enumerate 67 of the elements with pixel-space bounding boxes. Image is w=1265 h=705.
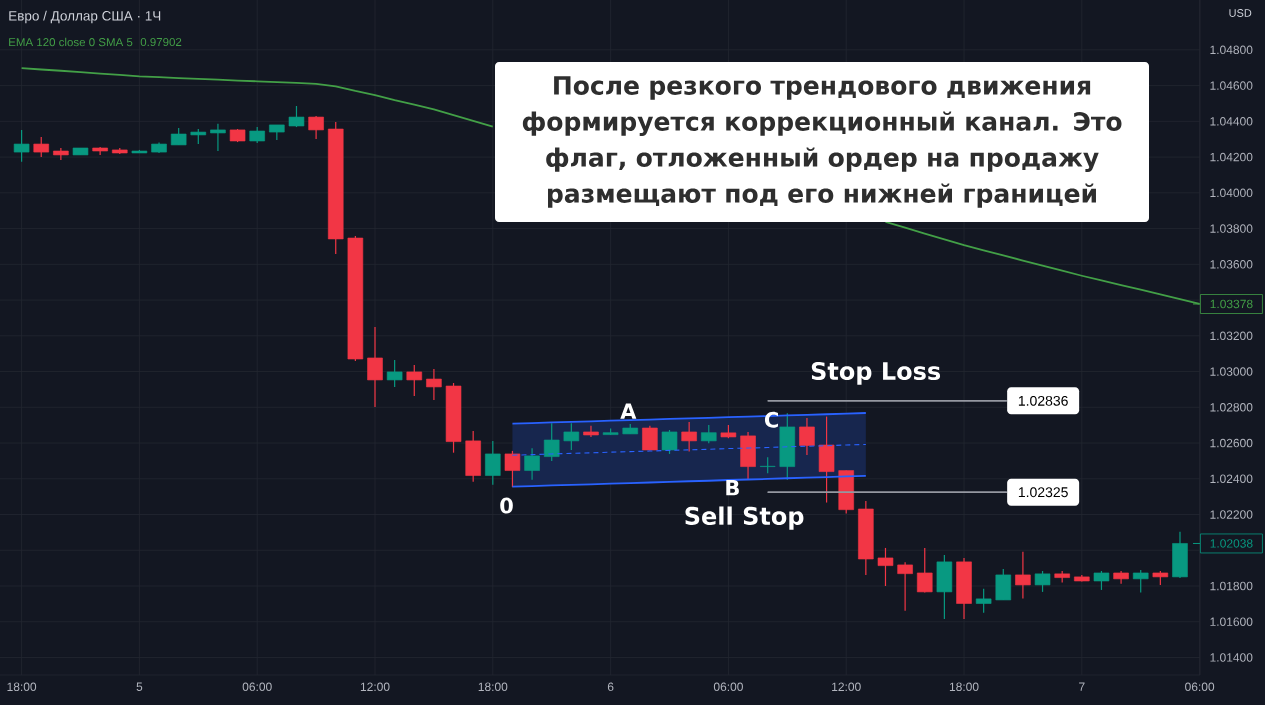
candlestick <box>1015 551 1031 600</box>
candlestick <box>386 359 403 388</box>
candlestick <box>406 364 423 397</box>
candlestick <box>681 421 697 453</box>
text: 1.02038 <box>1210 539 1253 548</box>
y-tick-label: 1.03000 <box>1210 367 1253 376</box>
y-tick-label: 1.01800 <box>1210 581 1253 591</box>
candlestick <box>661 429 678 455</box>
candlestick <box>524 447 540 481</box>
candlestick <box>877 547 894 587</box>
text: USD <box>1229 9 1252 17</box>
x-tick-label: 7 <box>1079 682 1085 691</box>
ref-line-label: 1.02325 <box>1018 487 1068 498</box>
y-tick-label: 1.04200 <box>1210 152 1253 162</box>
candlestick <box>543 422 560 462</box>
text: Евро / Доллар США · 1Ч <box>9 10 161 24</box>
y-tick-label: 1.02200 <box>1210 510 1253 519</box>
x-tick-label: 06:00 <box>713 682 743 692</box>
x-tick-label: 18:00 <box>478 682 508 692</box>
x-tick-label: 12:00 <box>832 682 861 692</box>
candlestick <box>975 588 992 614</box>
x-tick-label: 18:00 <box>949 682 979 692</box>
candlestick <box>897 561 913 612</box>
y-tick-label: 1.04600 <box>1210 81 1253 90</box>
candlestick <box>367 326 383 408</box>
candlestick <box>426 368 442 401</box>
x-tick-label: 18:00 <box>7 682 37 692</box>
x-tick-label: 06:00 <box>242 682 272 692</box>
y-tick-label: 1.03200 <box>1210 331 1253 341</box>
candlestick <box>701 424 717 444</box>
y-tick-label: 1.01600 <box>1210 617 1253 626</box>
y-tick-label: 1.01400 <box>1210 653 1253 662</box>
candlestick <box>1132 569 1149 594</box>
y-tick-label: 1.02800 <box>1210 403 1253 412</box>
candlestick <box>13 129 30 163</box>
y-tick-label: 1.03600 <box>1210 260 1253 269</box>
text: EMA 120 close 0 SMA 5 <box>9 37 133 47</box>
text: 1.03378 <box>1210 299 1253 309</box>
annotation: Sell Stop <box>685 506 804 530</box>
candlestick <box>583 425 599 438</box>
annotation: 0.97902 <box>140 37 182 47</box>
candlestick <box>563 422 580 451</box>
ref-line-label: 1.02836 <box>1018 395 1068 406</box>
x-tick-label: 5 <box>136 682 143 691</box>
candlestick <box>33 136 49 158</box>
candlestick <box>916 547 933 594</box>
annotation: A <box>620 403 637 419</box>
x-tick-label: 06:00 <box>1185 682 1215 692</box>
candlestick <box>485 440 501 486</box>
candlestick <box>1034 570 1051 593</box>
candlestick <box>799 417 815 456</box>
y-tick-label: 1.02400 <box>1210 474 1253 484</box>
y-tick-label: 1.04400 <box>1210 117 1253 126</box>
candlestick <box>1093 570 1110 591</box>
x-tick-label: 6 <box>607 682 614 692</box>
candlestick <box>210 123 226 152</box>
y-tick-label: 1.03800 <box>1210 224 1253 233</box>
candlestick <box>642 425 658 452</box>
annotation: 0 <box>500 497 513 514</box>
annotation: B <box>726 480 739 496</box>
y-tick-label: 1.02600 <box>1210 438 1253 448</box>
y-tick-label: 1.04000 <box>1210 188 1253 198</box>
y-tick-label: 1.04800 <box>1210 45 1253 55</box>
annotation: Stop Loss <box>811 361 941 385</box>
annotation: После резкого трендового движения формируется коррекционный канал. Это флаг, отложенный ордер на продажу размещают под его нижней границей <box>522 76 1122 208</box>
candlestick <box>504 450 521 488</box>
x-tick-label: 12:00 <box>360 682 390 692</box>
